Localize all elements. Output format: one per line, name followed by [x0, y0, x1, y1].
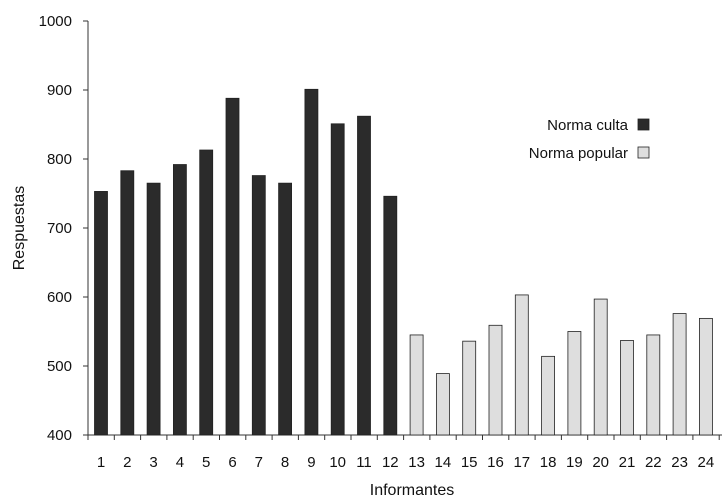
- x-tick-label: 11: [356, 454, 372, 471]
- legend-label: Norma popular: [529, 145, 628, 162]
- bar-norma-popular-13: [409, 334, 424, 436]
- bar-norma-popular-14: [435, 373, 450, 436]
- x-tick-label: 13: [408, 454, 425, 471]
- bar-norma-culta-5: [199, 149, 214, 436]
- x-tick-label: 5: [202, 454, 210, 471]
- bar-norma-popular-20: [593, 298, 608, 436]
- legend: Norma culta Norma popular: [529, 117, 650, 162]
- x-tick-label: 3: [149, 454, 157, 471]
- y-tick-label: 900: [47, 82, 72, 99]
- bar-norma-popular-21: [620, 340, 634, 436]
- bar-norma-popular-15: [462, 340, 477, 436]
- x-tick-label: 24: [698, 454, 715, 471]
- x-tick-label: 7: [255, 454, 263, 471]
- bar-norma-culta-8: [278, 182, 293, 436]
- x-tick-label: 14: [435, 454, 452, 471]
- x-tick-label: 17: [513, 454, 530, 471]
- x-tick-label: 1: [97, 454, 105, 471]
- x-tick-label: 6: [228, 454, 236, 471]
- bar-norma-popular-16: [488, 324, 503, 436]
- x-tick-label: 19: [566, 454, 583, 471]
- bar-norma-popular-19: [567, 331, 582, 436]
- bar-norma-popular-24: [699, 317, 713, 436]
- x-tick-label: 8: [281, 454, 289, 471]
- bar-norma-culta-4: [172, 164, 187, 436]
- legend-label: Norma culta: [547, 117, 629, 134]
- x-tick-label: 15: [461, 454, 478, 471]
- bar-norma-popular-22: [646, 334, 661, 436]
- y-tick-label: 1000: [39, 13, 72, 30]
- x-tick-label: 18: [540, 454, 557, 471]
- bars: [94, 88, 713, 436]
- bar-norma-culta-1: [94, 191, 108, 436]
- x-tick-label: 23: [671, 454, 688, 471]
- x-tick-label: 4: [176, 454, 184, 471]
- y-axis: 400 500 600 700 800 900 1000: [39, 13, 89, 444]
- x-axis-title: Informantes: [370, 482, 454, 499]
- bar-norma-culta-9: [304, 88, 319, 436]
- x-tick-label: 2: [123, 454, 131, 471]
- y-tick-label: 800: [47, 151, 72, 168]
- bar-norma-culta-2: [120, 170, 135, 436]
- bar-norma-culta-10: [330, 123, 345, 436]
- y-axis-title: Respuestas: [11, 186, 28, 271]
- x-axis: 1 2 3 4 5 6 7 8 9 10 11 12 13 14 15 16 17 18 19 20 21 22 23 24: [87, 434, 722, 471]
- y-tick-label: 400: [47, 427, 72, 444]
- x-tick-label: 9: [307, 454, 315, 471]
- x-tick-label: 21: [619, 454, 636, 471]
- y-tick-label: 700: [47, 220, 72, 237]
- bar-norma-culta-7: [251, 175, 266, 436]
- bar-norma-culta-6: [225, 97, 240, 436]
- legend-swatch: [637, 118, 650, 131]
- bar-norma-culta-3: [146, 182, 161, 436]
- bar-norma-culta-12: [383, 195, 398, 436]
- x-tick-label: 22: [645, 454, 662, 471]
- x-tick-label: 20: [592, 454, 609, 471]
- y-tick-label: 500: [47, 358, 72, 375]
- bar-norma-popular-18: [541, 355, 555, 436]
- x-tick-label: 10: [329, 454, 346, 471]
- y-tick-label: 600: [47, 289, 72, 306]
- bar-norma-popular-23: [672, 313, 687, 436]
- bar-norma-popular-17: [514, 294, 529, 436]
- x-tick-label: 12: [382, 454, 399, 471]
- bar-norma-culta-11: [357, 115, 371, 436]
- legend-swatch: [637, 146, 650, 159]
- x-tick-label: 16: [487, 454, 504, 471]
